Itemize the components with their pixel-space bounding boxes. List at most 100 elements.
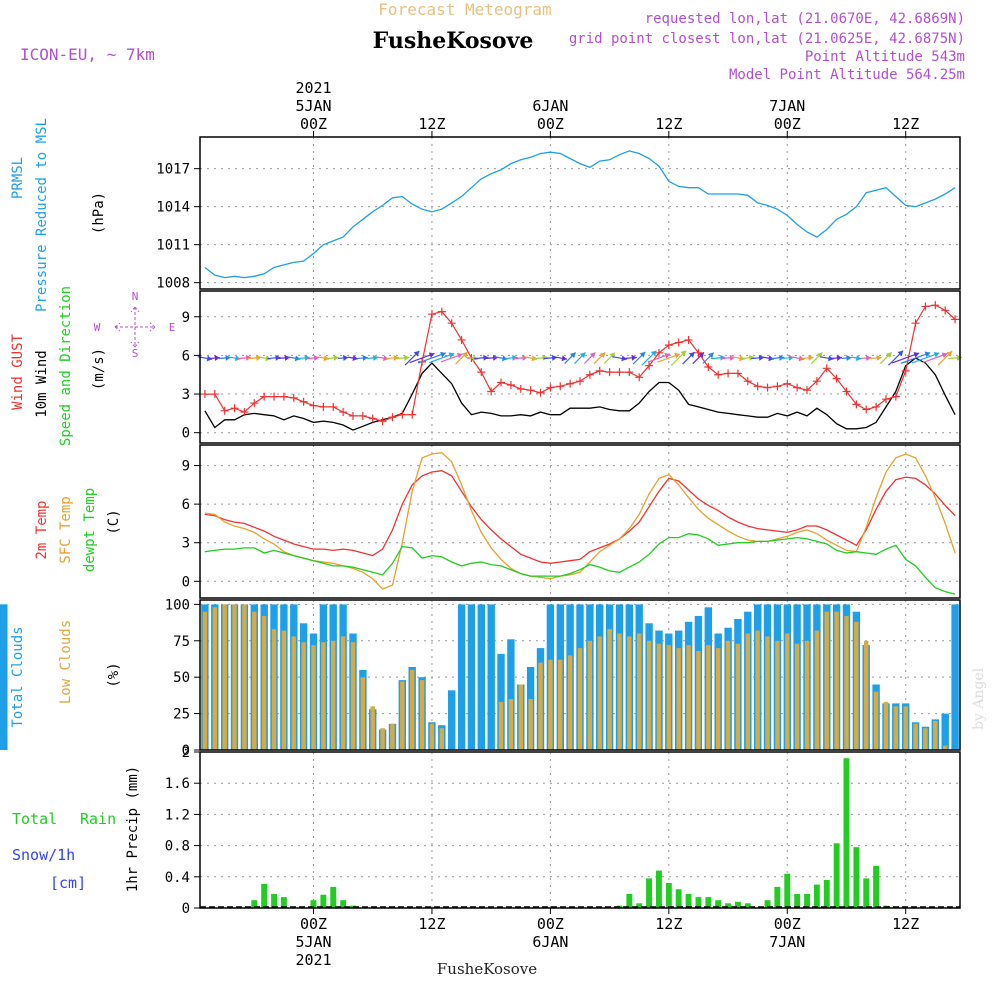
wind-direction-arrow [357,355,368,361]
wind-direction-arrow [533,354,548,361]
footer-location: FusheKosove [437,960,537,978]
total-cloud-bar [941,713,949,750]
arrow-head [428,352,435,359]
rain-bar [744,903,751,908]
gust-point [368,414,377,423]
low-cloud-bar [439,728,444,750]
y-tick-label: 2 [182,745,190,761]
panel-ylabels: Total Clouds Low Clouds (%) [10,620,122,728]
arrow-head [688,352,695,358]
bottom-time-label: 7JAN [769,933,805,951]
gust-point [941,306,950,315]
gust-point [911,319,920,328]
ylabel-gust: Wind GUST [10,334,26,410]
gust-point [743,377,752,386]
gust-point [299,397,308,406]
arrow-head [720,354,726,361]
wind-direction-arrow [647,352,671,363]
low-cloud-bar [844,616,849,750]
y-tick-label: 6 [182,497,190,513]
low-cloud-bar [498,701,504,750]
wind-direction-arrow [209,355,220,361]
wind-direction-arrow [831,354,843,361]
wind-direction-arrow [417,351,447,364]
y-tick-label: 3 [182,536,190,552]
gridlines [200,137,960,289]
wind-direction-arrow [409,352,435,364]
bottom-time-label: 12Z [892,915,919,933]
low-cloud-bar [291,636,296,750]
arrow-head [674,352,680,359]
wind-direction-arrow [641,350,657,366]
legend-rain-total: Total [12,810,57,828]
arrow-head [383,355,389,362]
low-cloud-bar [400,681,405,750]
wind-direction-arrow [455,351,469,365]
gust-point [951,315,960,324]
arrow-head [393,354,399,361]
gust-point [842,387,851,396]
top-time-label: 00Z [300,115,327,133]
wind-direction-arrow [870,354,882,361]
panel-wind: 0 3 6 9 Wind GUST 10m Wind Speed and Direction… [10,286,962,446]
low-cloud-bar [686,645,691,750]
low-cloud-bar [429,723,435,750]
series-2m-temp-line [204,470,956,564]
rain-bar [251,900,258,908]
wind-direction-arrow [911,351,940,364]
arrow-head [373,354,379,361]
gust-point [210,390,219,399]
arrow-head [343,354,349,361]
wind-direction-arrow [670,350,687,366]
wind-direction-arrow [770,354,785,361]
arrow-head [941,352,948,359]
rain-bar [784,873,791,908]
low-cloud-bar [873,691,879,750]
low-cloud-bar [814,630,820,750]
rain-bar [813,884,820,908]
arrow-head [933,351,940,358]
y-tick-label: 0 [182,743,190,759]
gust-point [793,383,802,392]
low-cloud-bar [271,629,277,750]
low-cloud-bar [321,642,326,750]
arrow-head [284,354,290,361]
model-point-altitude: Model Point Altitude 564.25m [729,67,965,83]
wind-direction-arrow [574,352,586,364]
plot-area [0,604,959,750]
wind-direction-arrow [937,350,953,366]
wind-direction-arrow [395,354,410,361]
low-cloud-bar [360,677,365,750]
arrow-head [551,354,558,361]
gust-point [773,382,782,391]
plot-area [197,301,962,431]
rain-bar [626,894,633,908]
gust-point [457,335,466,344]
wind-direction-arrow [440,352,463,363]
wind-direction-arrow [888,350,904,366]
total-cloud-bar [448,690,456,750]
wind-direction-arrow [841,355,852,361]
gust-point [832,374,841,383]
pressure-line [204,150,956,279]
rain-bar [685,894,692,908]
low-cloud-bar [558,659,563,750]
gridlines [200,445,960,598]
gust-point [812,377,821,386]
gust-point [240,408,249,417]
rain-bar [261,883,268,908]
arrow-head [836,354,842,361]
rain-bar [271,894,277,908]
panel-background [200,137,960,289]
wind-direction-arrow [297,354,310,361]
panel-ylabels: PRMSL Pressure Reduced to MSL (hPa) [10,118,107,312]
arrow-head [275,354,281,361]
ylabel-dewpt: dewpt Temp [82,488,98,572]
ylabel-sfc-temp: SFC Temp [58,496,74,563]
low-cloud-bar [854,621,859,750]
gust-point [881,395,890,404]
requested-coords: requested lon,lat (21.0670E, 42.6869N) [645,11,965,27]
low-cloud-bar [567,655,573,750]
rain-bar [330,886,337,908]
total-cloud-bar [0,604,8,750]
